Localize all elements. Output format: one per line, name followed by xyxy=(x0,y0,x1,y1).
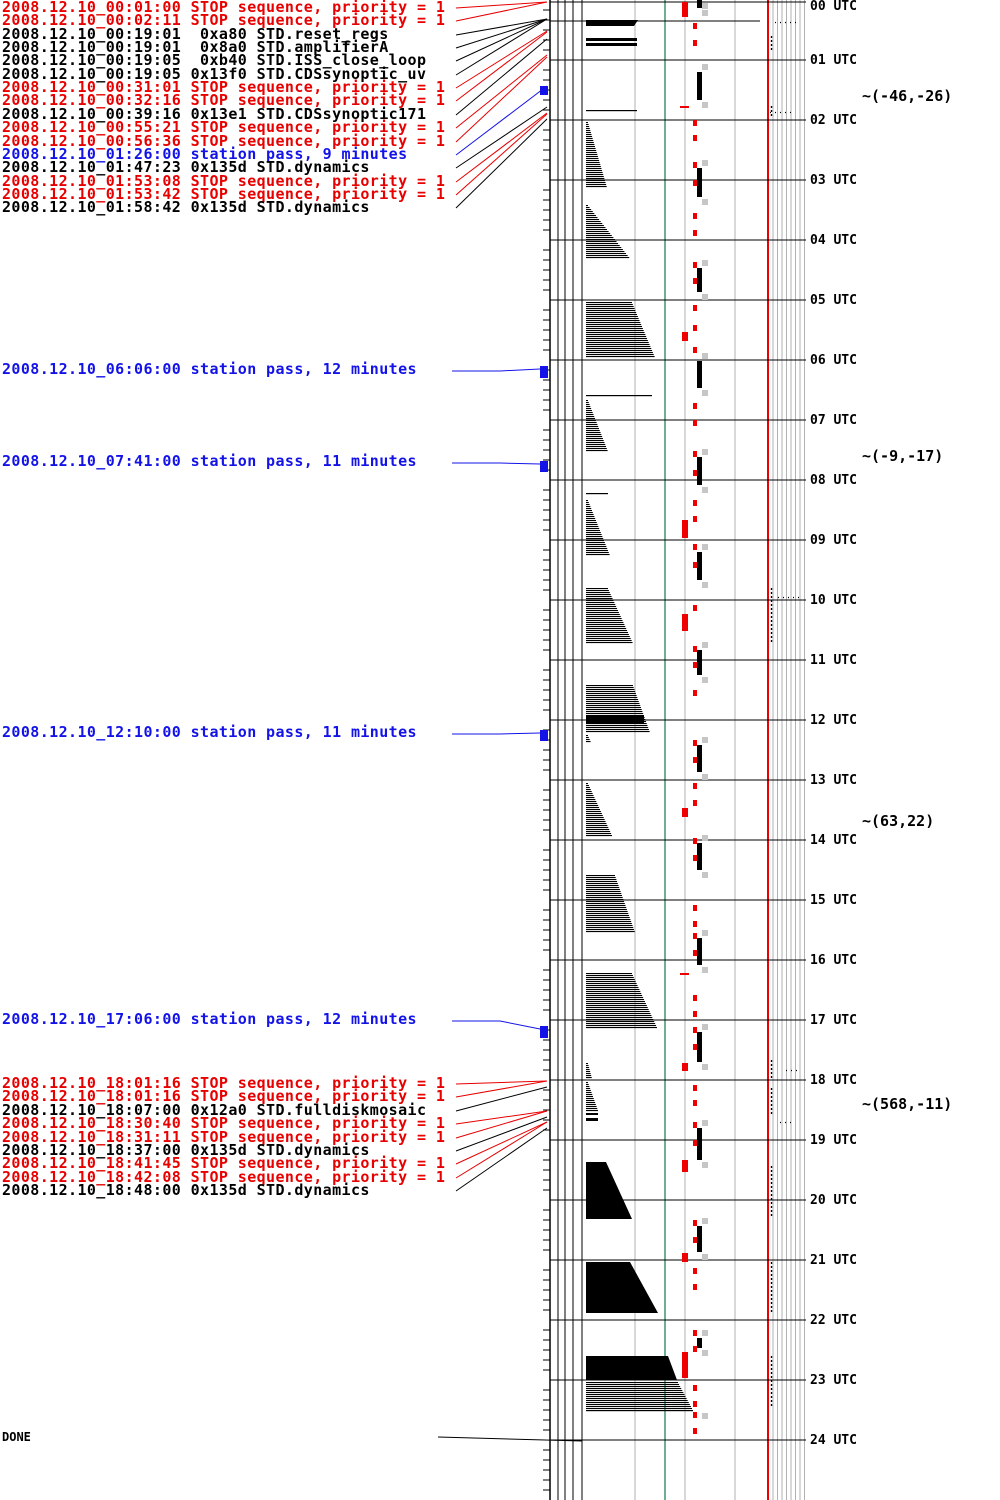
done-label: DONE xyxy=(2,1430,31,1444)
hour-label: 12 UTC xyxy=(810,713,857,728)
hour-label: 04 UTC xyxy=(810,233,857,248)
pointing-offset-annotation: ~(63,22) xyxy=(862,812,935,830)
hour-label: 06 UTC xyxy=(810,353,857,368)
event-log-line: 2008.12.10_18:30:40 STOP sequence, prior… xyxy=(2,1114,446,1132)
event-log-line: 2008.12.10_18:41:45 STOP sequence, prior… xyxy=(2,1154,446,1172)
station-pass-line: 2008.12.10_12:10:00 station pass, 11 min… xyxy=(2,723,417,741)
event-log-line: 2008.12.10_00:56:36 STOP sequence, prior… xyxy=(2,132,446,150)
event-log-line: 2008.12.10_00:19:05 0xb40 STD.ISS_close_… xyxy=(2,51,427,69)
hour-label: 19 UTC xyxy=(810,1133,857,1148)
station-pass-line: 2008.12.10_06:06:00 station pass, 12 min… xyxy=(2,360,417,378)
hour-label: 08 UTC xyxy=(810,473,857,488)
event-log-line: 2008.12.10_18:42:08 STOP sequence, prior… xyxy=(2,1168,446,1186)
event-log-line: 2008.12.10_18:01:16 STOP sequence, prior… xyxy=(2,1087,446,1105)
event-log-line: 2008.12.10_00:01:00 STOP sequence, prior… xyxy=(2,0,446,16)
pointing-offset-annotation: ~(-46,-26) xyxy=(862,87,953,105)
pointing-offset-annotation: ~(568,-11) xyxy=(862,1095,953,1113)
hour-label: 00 UTC xyxy=(810,0,857,14)
event-log-line: 2008.12.10_18:37:00 0x135d STD.dynamics xyxy=(2,1141,370,1159)
event-log-line: 2008.12.10_01:47:23 0x135d STD.dynamics xyxy=(2,158,370,176)
hour-label: 22 UTC xyxy=(810,1313,857,1328)
hour-label: 18 UTC xyxy=(810,1073,857,1088)
event-log-line: 2008.12.10_01:53:42 STOP sequence, prior… xyxy=(2,185,446,203)
hour-label: 09 UTC xyxy=(810,533,857,548)
hour-label: 20 UTC xyxy=(810,1193,857,1208)
event-log-line: 2008.12.10_01:26:00 station pass, 9 minu… xyxy=(2,145,408,163)
hour-label: 14 UTC xyxy=(810,833,857,848)
station-pass-line: 2008.12.10_17:06:00 station pass, 12 min… xyxy=(2,1010,417,1028)
event-log-line: 2008.12.10_00:32:16 STOP sequence, prior… xyxy=(2,91,446,109)
station-pass-line: 2008.12.10_07:41:00 station pass, 11 min… xyxy=(2,452,417,470)
hour-label: 17 UTC xyxy=(810,1013,857,1028)
hour-label: 13 UTC xyxy=(810,773,857,788)
hour-label: 02 UTC xyxy=(810,113,857,128)
event-log-line: 2008.12.10_18:31:11 STOP sequence, prior… xyxy=(2,1128,446,1146)
hour-label: 10 UTC xyxy=(810,593,857,608)
hour-label: 07 UTC xyxy=(810,413,857,428)
hour-label: 05 UTC xyxy=(810,293,857,308)
hour-label: 11 UTC xyxy=(810,653,857,668)
event-log-line: 2008.12.10_00:02:11 STOP sequence, prior… xyxy=(2,11,446,29)
event-log-line: 2008.12.10_00:31:01 STOP sequence, prior… xyxy=(2,78,446,96)
event-log-line: 2008.12.10_00:19:01 0x8a0 STD.amplifierA xyxy=(2,38,389,56)
event-log-line: 2008.12.10_00:39:16 0x13e1 STD.CDSsynopt… xyxy=(2,105,427,123)
hour-label: 24 UTC xyxy=(810,1433,857,1448)
event-log-line: 2008.12.10_00:55:21 STOP sequence, prior… xyxy=(2,118,446,136)
hour-label: 01 UTC xyxy=(810,53,857,68)
event-log-line: 2008.12.10_18:01:16 STOP sequence, prior… xyxy=(2,1074,446,1092)
event-log-line: 2008.12.10_00:19:01 0xa80 STD.reset_regs xyxy=(2,25,389,43)
event-log-line: 2008.12.10_00:19:05 0x13f0 STD.CDSsynopt… xyxy=(2,65,427,83)
event-log-line: 2008.12.10_18:07:00 0x12a0 STD.fulldiskm… xyxy=(2,1101,427,1119)
hour-label: 16 UTC xyxy=(810,953,857,968)
event-log-line: 2008.12.10_01:53:08 STOP sequence, prior… xyxy=(2,172,446,190)
hour-label: 15 UTC xyxy=(810,893,857,908)
hour-label: 21 UTC xyxy=(810,1253,857,1268)
event-log-line: 2008.12.10_01:58:42 0x135d STD.dynamics xyxy=(2,198,370,216)
hour-label: 03 UTC xyxy=(810,173,857,188)
hour-label: 23 UTC xyxy=(810,1373,857,1388)
event-log-line: 2008.12.10_18:48:00 0x135d STD.dynamics xyxy=(2,1181,370,1199)
pointing-offset-annotation: ~(-9,-17) xyxy=(862,447,944,465)
